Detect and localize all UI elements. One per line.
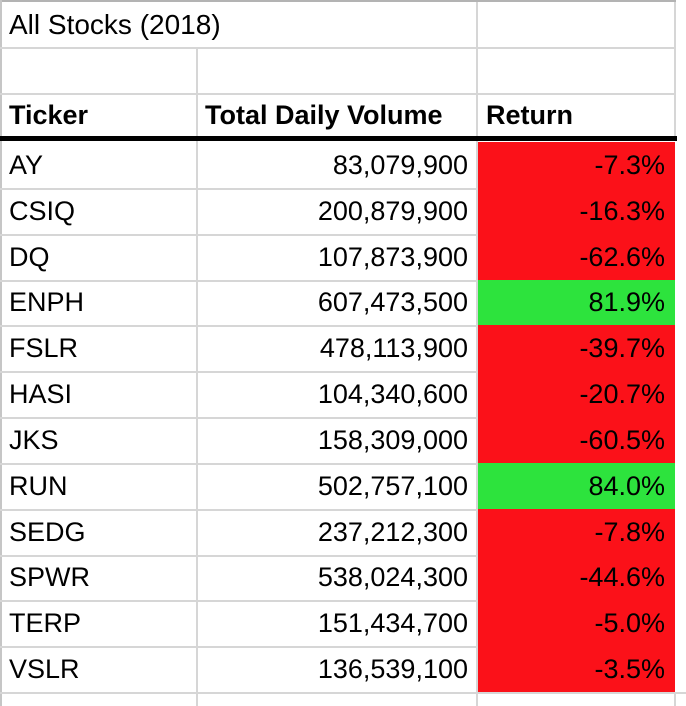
ticker-cell[interactable]: JKS	[9, 425, 59, 455]
volume-cell[interactable]: 502,757,100	[317, 471, 468, 501]
volume-cell[interactable]: 107,873,900	[317, 242, 468, 272]
gridline	[0, 509, 477, 511]
gridline	[0, 0, 2, 706]
ticker-cell[interactable]: ENPH	[9, 287, 85, 317]
gridline	[0, 417, 477, 419]
gridline	[0, 692, 686, 694]
ticker-cell[interactable]: TERP	[9, 608, 82, 638]
gridline	[0, 0, 676, 2]
header-return[interactable]: Return	[486, 100, 573, 130]
return-cell[interactable]: 81.9%	[478, 280, 675, 325]
return-cell[interactable]: -5.0%	[478, 600, 675, 646]
gridline	[0, 646, 477, 648]
table-row: VSLR 136,539,100 -3.5%	[0, 646, 686, 692]
gridline	[0, 463, 477, 465]
gridline	[0, 371, 477, 373]
table-row: AY 83,079,900 -7.3%	[0, 142, 686, 188]
return-cell[interactable]: 84.0%	[478, 463, 675, 509]
gridline	[0, 234, 477, 236]
ticker-cell[interactable]: SPWR	[9, 562, 90, 592]
table-row: TERP 151,434,700 -5.0%	[0, 600, 686, 646]
gridline	[476, 2, 478, 706]
volume-cell[interactable]: 158,309,000	[317, 425, 468, 455]
ticker-cell[interactable]: RUN	[9, 471, 68, 501]
gridline	[0, 325, 477, 327]
return-cell[interactable]: -7.3%	[478, 142, 675, 188]
gridline	[0, 600, 477, 602]
table-row: ENPH 607,473,500 81.9%	[0, 280, 686, 325]
header-ticker[interactable]: Ticker	[9, 100, 89, 130]
gridline	[0, 188, 477, 190]
ticker-cell[interactable]: HASI	[9, 379, 73, 409]
volume-cell[interactable]: 607,473,500	[317, 287, 468, 317]
table-row: SEDG 237,212,300 -7.8%	[0, 509, 686, 555]
return-cell[interactable]: -16.3%	[478, 188, 675, 234]
return-cell[interactable]: -60.5%	[478, 417, 675, 463]
volume-cell[interactable]: 200,879,900	[317, 196, 468, 226]
ticker-cell[interactable]: SEDG	[9, 517, 86, 547]
return-cell[interactable]: -39.7%	[478, 325, 675, 371]
gridline	[196, 47, 198, 706]
gridline	[0, 93, 676, 95]
return-cell[interactable]: -7.8%	[478, 509, 675, 555]
volume-cell[interactable]: 538,024,300	[317, 562, 468, 592]
table-row: JKS 158,309,000 -60.5%	[0, 417, 686, 463]
volume-cell[interactable]: 104,340,600	[317, 379, 468, 409]
return-cell[interactable]: -44.6%	[478, 555, 675, 600]
header-underline	[0, 136, 677, 141]
table-row: RUN 502,757,100 84.0%	[0, 463, 686, 509]
volume-cell[interactable]: 136,539,100	[317, 654, 468, 684]
sheet-title-cell[interactable]: All Stocks (2018)	[9, 9, 221, 40]
volume-cell[interactable]: 237,212,300	[317, 517, 468, 547]
volume-cell[interactable]: 151,434,700	[317, 608, 468, 638]
table-row: SPWR 538,024,300 -44.6%	[0, 555, 686, 600]
ticker-cell[interactable]: DQ	[9, 242, 50, 272]
gridline	[674, 2, 676, 141]
header-total-daily-volume[interactable]: Total Daily Volume	[205, 100, 443, 130]
gridline	[674, 692, 676, 706]
ticker-cell[interactable]: AY	[9, 150, 44, 180]
table-row: FSLR 478,113,900 -39.7%	[0, 325, 686, 371]
volume-cell[interactable]: 83,079,900	[332, 150, 468, 180]
gridline	[0, 47, 676, 49]
table-row: DQ 107,873,900 -62.6%	[0, 234, 686, 280]
table-row: HASI 104,340,600 -20.7%	[0, 371, 686, 417]
return-cell[interactable]: -62.6%	[478, 234, 675, 280]
ticker-cell[interactable]: VSLR	[9, 654, 80, 684]
gridline	[0, 555, 477, 557]
ticker-cell[interactable]: FSLR	[9, 333, 79, 363]
gridline	[0, 280, 477, 282]
table-row: CSIQ 200,879,900 -16.3%	[0, 188, 686, 234]
return-cell[interactable]: -20.7%	[478, 371, 675, 417]
volume-cell[interactable]: 478,113,900	[319, 333, 468, 363]
ticker-cell[interactable]: CSIQ	[9, 196, 76, 226]
return-cell[interactable]: -3.5%	[478, 646, 675, 692]
